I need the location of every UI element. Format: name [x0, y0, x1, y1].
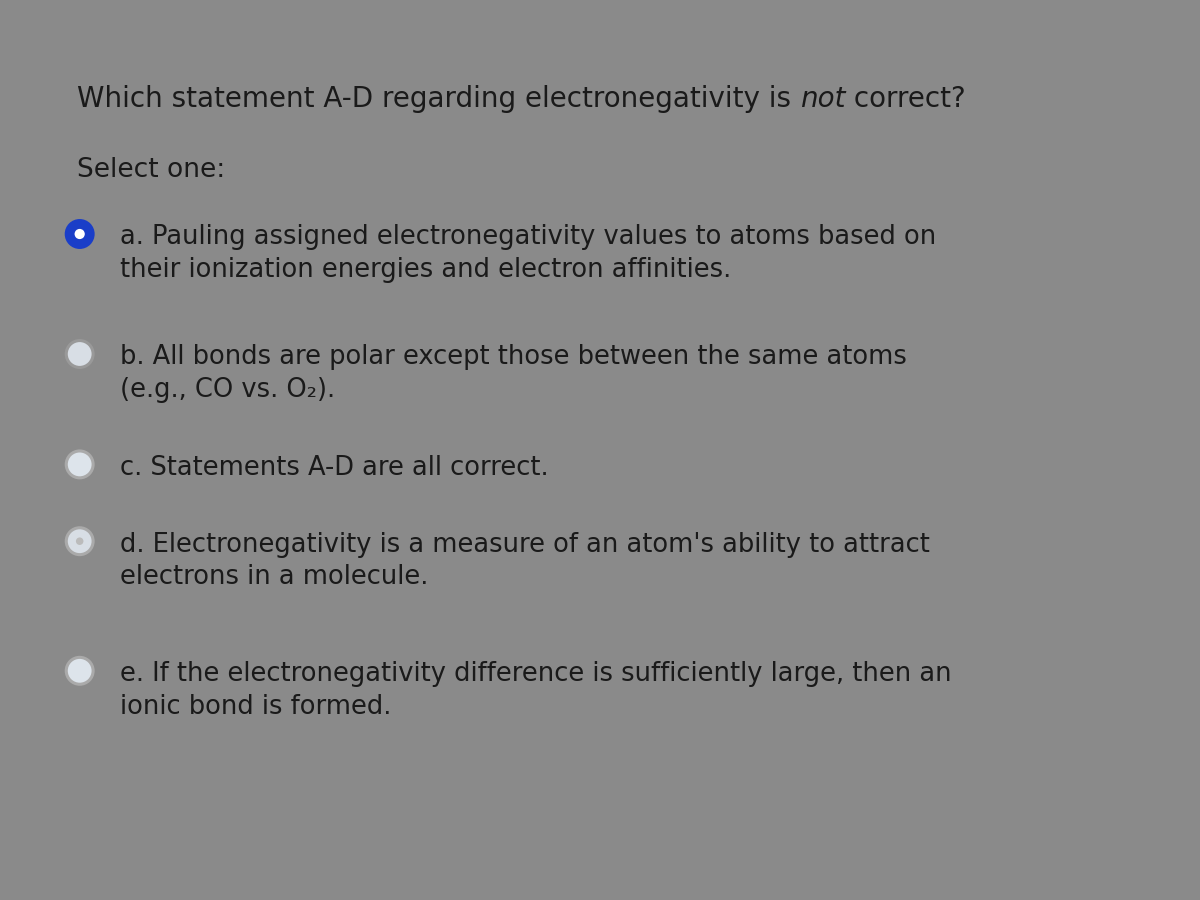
Text: c. Statements A-D are all correct.: c. Statements A-D are all correct. — [120, 454, 548, 481]
Circle shape — [66, 220, 94, 248]
Circle shape — [76, 537, 84, 545]
Circle shape — [66, 340, 94, 367]
Text: b. All bonds are polar except those between the same atoms: b. All bonds are polar except those betw… — [120, 345, 907, 371]
Text: ionic bond is formed.: ionic bond is formed. — [120, 694, 391, 720]
Text: electrons in a molecule.: electrons in a molecule. — [120, 564, 428, 590]
Text: d. Electronegativity is a measure of an atom's ability to attract: d. Electronegativity is a measure of an … — [120, 532, 930, 558]
Text: a. Pauling assigned electronegativity values to atoms based on: a. Pauling assigned electronegativity va… — [120, 224, 936, 250]
Text: e. If the electronegativity difference is sufficiently large, then an: e. If the electronegativity difference i… — [120, 662, 952, 688]
Text: their ionization energies and electron affinities.: their ionization energies and electron a… — [120, 257, 731, 283]
Circle shape — [74, 229, 85, 239]
Text: correct?: correct? — [845, 86, 966, 113]
Circle shape — [66, 527, 94, 554]
Text: Select one:: Select one: — [77, 158, 226, 184]
Text: (e.g., CO vs. O₂).: (e.g., CO vs. O₂). — [120, 377, 335, 403]
Text: Which statement A-D regarding electronegativity is: Which statement A-D regarding electroneg… — [77, 86, 799, 113]
Circle shape — [66, 657, 94, 684]
Circle shape — [66, 451, 94, 478]
Text: not: not — [799, 86, 845, 113]
